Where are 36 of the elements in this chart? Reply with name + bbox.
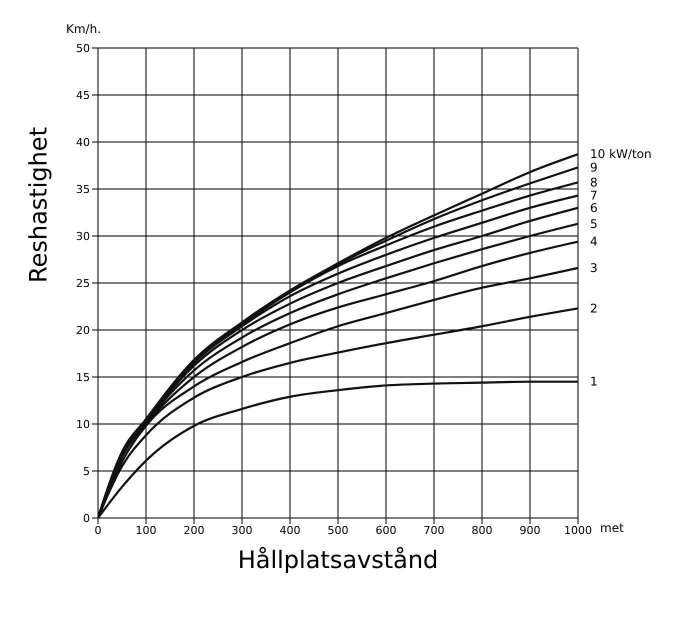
series-label: 9 — [590, 160, 598, 174]
y-tick-label: 15 — [76, 370, 90, 384]
x-tick-label: 800 — [472, 524, 492, 537]
y-tick-label: 10 — [76, 418, 90, 431]
x-tick-label: 0 — [94, 524, 102, 537]
y-axis-title: Reshastighet — [24, 127, 53, 283]
x-tick-label: 1000 — [564, 524, 592, 537]
x-tick-label: 600 — [376, 524, 396, 537]
x-tick-label: 900 — [520, 524, 540, 537]
series-label: 6 — [590, 200, 598, 215]
series-label: 4 — [590, 234, 598, 249]
x-tick-label: 200 — [184, 524, 204, 537]
text: met — [600, 521, 624, 535]
x-tick-label: 100 — [136, 524, 156, 537]
series-label: 10 kW/ton — [590, 147, 652, 162]
y-tick-label: 40 — [76, 136, 90, 149]
y-tick-label: 45 — [76, 88, 90, 102]
series-label: 1 — [590, 374, 598, 389]
x-axis-title: Hållplatsavstånd — [238, 546, 438, 574]
y-tick-label: 5 — [83, 464, 90, 478]
y-tick-label: 25 — [76, 276, 90, 290]
series-label: 5 — [590, 216, 598, 231]
y-tick-label: 35 — [76, 182, 90, 196]
x-tick-label: 300 — [232, 524, 252, 537]
x-tick-label: 400 — [280, 524, 300, 537]
text: Km/h. — [66, 22, 102, 36]
y-tick-label: 30 — [76, 230, 90, 243]
y-tick-label: 20 — [76, 324, 90, 337]
series-label: 7 — [590, 188, 598, 203]
series-label: 2 — [590, 301, 598, 316]
y-tick-label: 50 — [76, 42, 90, 55]
series-label: 3 — [590, 260, 598, 275]
x-tick-label: 700 — [424, 524, 444, 537]
series-label: 8 — [590, 175, 598, 190]
x-tick-label: 500 — [328, 524, 348, 537]
y-tick-label: 0 — [83, 512, 90, 525]
